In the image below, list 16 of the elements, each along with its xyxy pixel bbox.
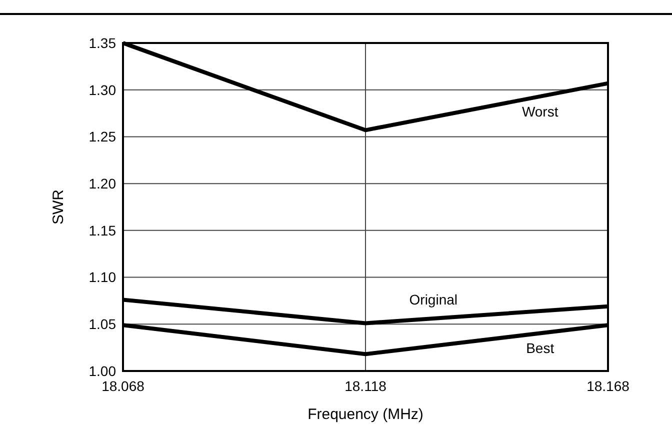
y-tick-label: 1.25 — [88, 128, 116, 145]
x-tick-label: 18.168 — [586, 378, 630, 394]
y-tick-label: 1.35 — [88, 34, 116, 51]
y-tick-label: 1.30 — [88, 82, 116, 98]
y-tick-label: 1.10 — [88, 269, 116, 286]
series-label: Original — [409, 291, 458, 308]
x-tick-label: 18.118 — [344, 378, 387, 394]
y-tick-label: 1.20 — [88, 175, 116, 192]
x-tick-label: 18.068 — [102, 378, 145, 394]
y-tick-label: 1.15 — [88, 222, 116, 238]
series-label: Worst — [522, 103, 558, 120]
x-axis-title: Frequency (MHz) — [308, 406, 424, 423]
series-label: Best — [526, 340, 554, 356]
y-tick-label: 1.05 — [88, 316, 116, 332]
y-axis-title: SWR — [50, 189, 67, 224]
y-tick-label: 1.00 — [88, 362, 116, 379]
